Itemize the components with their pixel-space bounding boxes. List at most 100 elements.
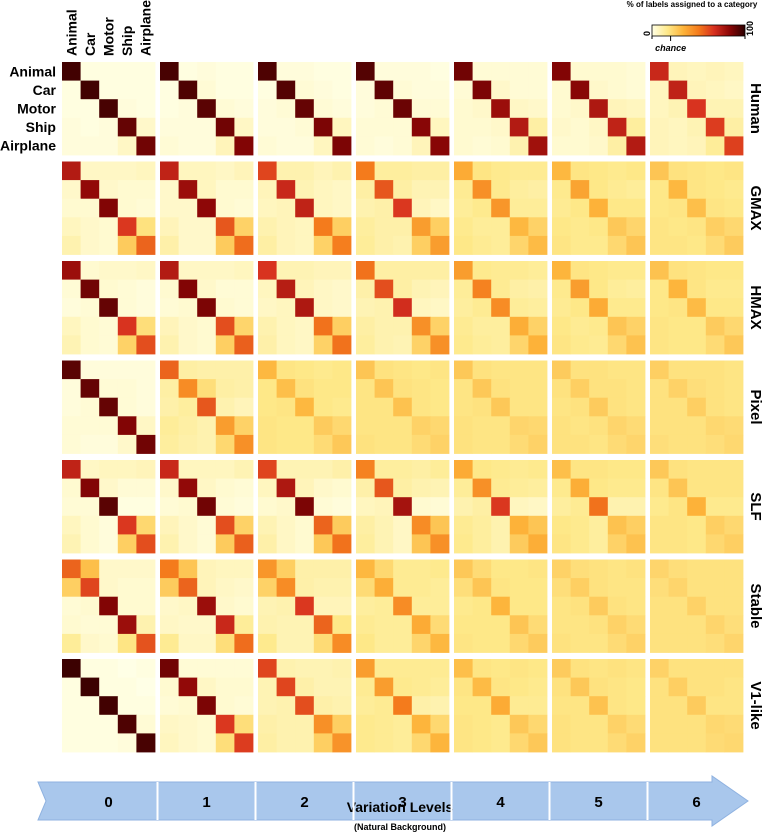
heatmap-cell xyxy=(374,460,394,479)
colorbar-tick-label: 100 xyxy=(745,21,755,36)
heatmap-cell xyxy=(160,515,179,535)
heatmap-cell xyxy=(62,379,81,399)
level-arrow xyxy=(37,775,749,827)
heatmap-cell xyxy=(374,416,394,436)
heatmap-cell xyxy=(80,696,100,716)
heatmap-cell xyxy=(668,460,688,479)
heatmap-cell xyxy=(215,596,235,616)
heatmap-cell xyxy=(215,515,235,535)
heatmap-cell xyxy=(295,434,315,454)
x-title: Variation Levels xyxy=(347,799,454,815)
heatmap-cell xyxy=(356,434,375,454)
heatmap-cell xyxy=(411,316,431,336)
heatmap-cell xyxy=(552,279,571,299)
heatmap-cell xyxy=(411,515,431,535)
heatmap-cell xyxy=(99,434,119,454)
heatmap-cell xyxy=(295,515,315,535)
heatmap-cell xyxy=(234,99,254,119)
heatmap-cell xyxy=(705,397,725,417)
heatmap-cell xyxy=(356,279,375,299)
heatmap-cell xyxy=(197,596,217,616)
heatmap-cell xyxy=(552,659,571,678)
heatmap-cell xyxy=(215,478,235,498)
heatmap-cell xyxy=(430,80,450,100)
heatmap-cell xyxy=(607,559,627,579)
heatmap-cell xyxy=(552,733,571,753)
heatmap-cell xyxy=(411,99,431,119)
heatmap-cell xyxy=(650,217,669,237)
heatmap-cell xyxy=(589,696,609,716)
heatmap-cell xyxy=(668,714,688,734)
heatmap-cell xyxy=(626,659,646,678)
heatmap-cell xyxy=(626,478,646,498)
heatmap-cell xyxy=(687,497,707,517)
heatmap-cell xyxy=(528,316,548,336)
heatmap-cell xyxy=(607,696,627,716)
heatmap-cell xyxy=(62,335,81,355)
heatmap-cell xyxy=(724,62,744,81)
heatmap-cell xyxy=(552,80,571,100)
heatmap-cell xyxy=(687,62,707,81)
heatmap-cell xyxy=(491,217,511,237)
heatmap-cell xyxy=(258,478,277,498)
heatmap-cell xyxy=(724,416,744,436)
heatmap-cell xyxy=(472,677,492,697)
heatmap-cell xyxy=(411,198,431,218)
heatmap-cell xyxy=(454,261,473,280)
heatmap-cell xyxy=(276,596,296,616)
heatmap-cell xyxy=(528,497,548,517)
heatmap-cell xyxy=(160,696,179,716)
heatmap-cell xyxy=(607,198,627,218)
heatmap-cell xyxy=(99,217,119,237)
level-label: 0 xyxy=(104,794,112,811)
heatmap-cell xyxy=(313,559,333,579)
heatmap-cell xyxy=(626,714,646,734)
heatmap-cell xyxy=(160,416,179,436)
heatmap-cell xyxy=(650,99,669,119)
heatmap-cell xyxy=(607,217,627,237)
heatmap-cell xyxy=(276,460,296,479)
heatmap-cell xyxy=(197,217,217,237)
heatmap-cell xyxy=(650,235,669,255)
heatmap-cell xyxy=(276,497,296,517)
heatmap-cell xyxy=(472,80,492,100)
heatmap-cell xyxy=(62,279,81,299)
heatmap-cell xyxy=(552,379,571,399)
heatmap-cell xyxy=(552,99,571,119)
heatmap-cell xyxy=(626,335,646,355)
heatmap-cell xyxy=(528,80,548,100)
colorbar-tick-label: 0 xyxy=(642,31,652,36)
heatmap-cell xyxy=(724,217,744,237)
heatmap-cell xyxy=(668,733,688,753)
heatmap-cell xyxy=(178,180,198,200)
heatmap-cell xyxy=(491,279,511,299)
heatmap-cell xyxy=(62,497,81,517)
heatmap-cell xyxy=(570,217,590,237)
heatmap-cell xyxy=(589,161,609,181)
heatmap-cell xyxy=(178,714,198,734)
heatmap-cell xyxy=(509,316,529,336)
heatmap-cell xyxy=(62,80,81,100)
heatmap-cell xyxy=(570,235,590,255)
heatmap-cell xyxy=(589,460,609,479)
heatmap-cell xyxy=(626,117,646,137)
heatmap-cell xyxy=(528,733,548,753)
level-label: 2 xyxy=(300,794,308,811)
heatmap-cell xyxy=(356,397,375,417)
heatmap-cell xyxy=(62,578,81,598)
heatmap-cell xyxy=(313,714,333,734)
heatmap-cell xyxy=(136,180,156,200)
heatmap-cell xyxy=(430,659,450,678)
heatmap-cell xyxy=(626,279,646,299)
heatmap-cell xyxy=(668,633,688,653)
heatmap-cell xyxy=(528,298,548,318)
heatmap-cell xyxy=(472,615,492,635)
heatmap-cell xyxy=(430,578,450,598)
heatmap-cell xyxy=(589,478,609,498)
heatmap-cell xyxy=(356,136,375,156)
heatmap-cell xyxy=(607,335,627,355)
heatmap-cell xyxy=(528,460,548,479)
heatmap-cell xyxy=(491,416,511,436)
heatmap-cell xyxy=(332,235,352,255)
heatmap-cell xyxy=(430,198,450,218)
